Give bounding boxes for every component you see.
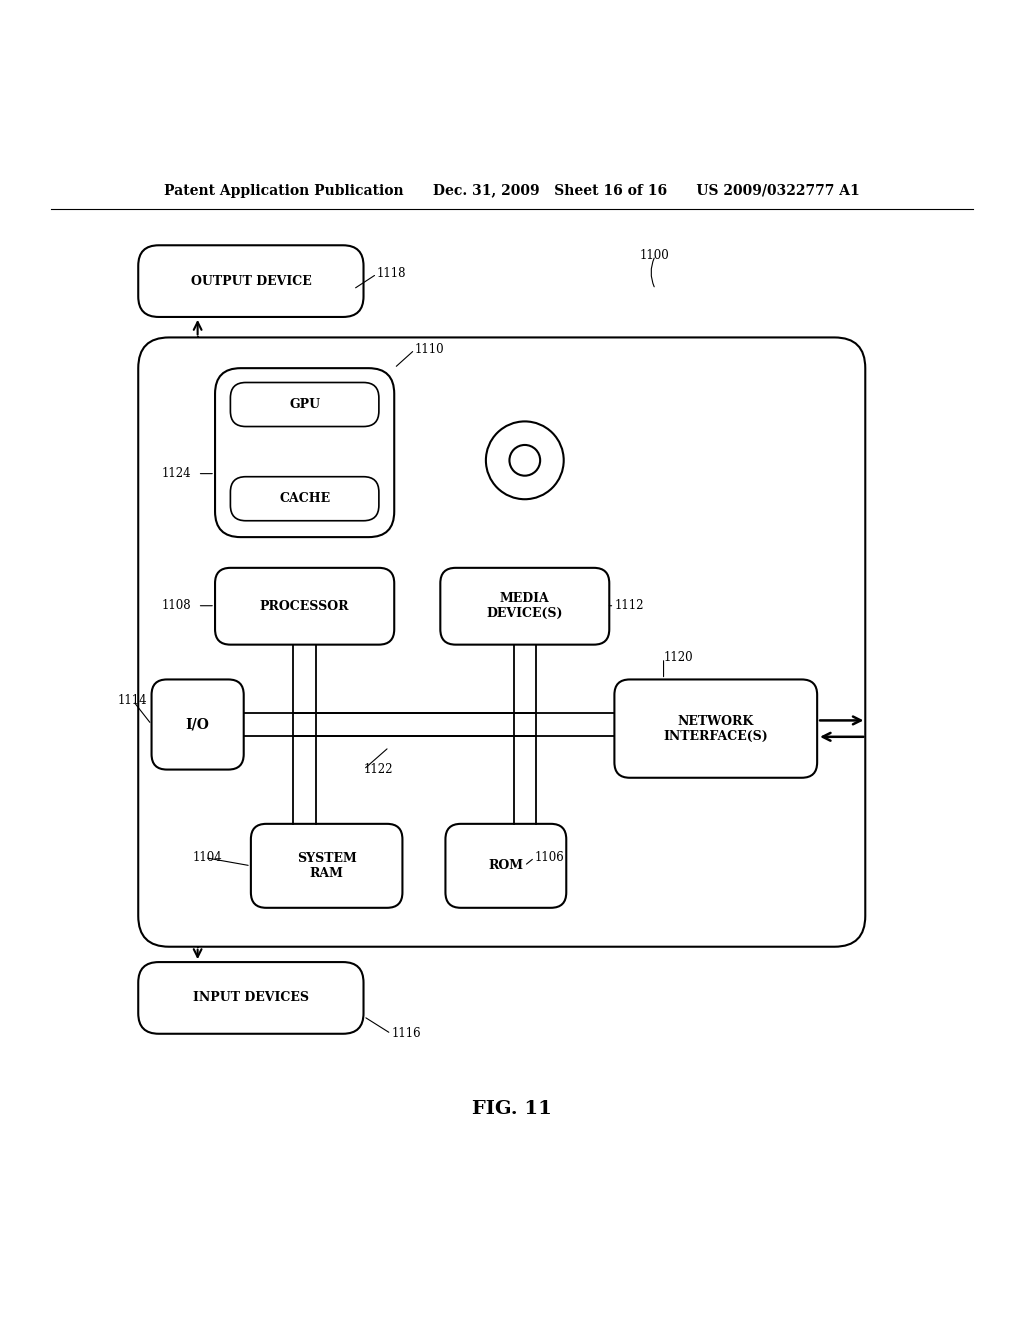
FancyBboxPatch shape	[215, 568, 394, 644]
Text: 1106: 1106	[535, 851, 564, 865]
Text: OUTPUT DEVICE: OUTPUT DEVICE	[190, 275, 311, 288]
Text: MEDIA
DEVICE(S): MEDIA DEVICE(S)	[486, 593, 563, 620]
Text: GPU: GPU	[289, 399, 321, 411]
Text: 1122: 1122	[364, 763, 393, 776]
Text: 1114: 1114	[118, 694, 147, 708]
Polygon shape	[588, 684, 614, 766]
Bar	[293, 644, 315, 824]
Text: 1100: 1100	[640, 249, 670, 261]
Text: FIG. 11: FIG. 11	[472, 1100, 552, 1118]
FancyBboxPatch shape	[215, 368, 394, 537]
Polygon shape	[462, 725, 550, 824]
Bar	[513, 644, 537, 824]
Text: NETWORK
INTERFACE(S): NETWORK INTERFACE(S)	[664, 714, 768, 743]
Text: I/O: I/O	[185, 718, 210, 731]
Text: 1116: 1116	[391, 1027, 421, 1040]
FancyBboxPatch shape	[230, 383, 379, 426]
Text: 1112: 1112	[614, 599, 644, 612]
Text: 1104: 1104	[193, 851, 222, 865]
FancyBboxPatch shape	[138, 338, 865, 946]
FancyBboxPatch shape	[152, 680, 244, 770]
Polygon shape	[283, 725, 371, 824]
FancyBboxPatch shape	[138, 962, 364, 1034]
Text: INPUT DEVICES: INPUT DEVICES	[193, 991, 309, 1005]
Text: CACHE: CACHE	[280, 492, 330, 506]
Text: SYSTEM
RAM: SYSTEM RAM	[297, 851, 356, 880]
Text: ROM: ROM	[488, 859, 523, 873]
Text: 1120: 1120	[664, 652, 693, 664]
Polygon shape	[480, 644, 569, 725]
Text: 1118: 1118	[377, 268, 407, 280]
FancyBboxPatch shape	[440, 568, 609, 644]
FancyBboxPatch shape	[230, 477, 379, 520]
Text: 1124: 1124	[162, 467, 191, 480]
Bar	[244, 713, 614, 735]
FancyBboxPatch shape	[445, 824, 566, 908]
Bar	[293, 713, 537, 735]
Text: PROCESSOR: PROCESSOR	[260, 599, 349, 612]
Text: 1110: 1110	[415, 343, 444, 356]
FancyBboxPatch shape	[138, 246, 364, 317]
FancyBboxPatch shape	[251, 824, 402, 908]
FancyBboxPatch shape	[614, 680, 817, 777]
Polygon shape	[260, 644, 348, 725]
Polygon shape	[244, 684, 282, 766]
Text: Patent Application Publication      Dec. 31, 2009   Sheet 16 of 16      US 2009/: Patent Application Publication Dec. 31, …	[164, 183, 860, 198]
Text: 1108: 1108	[162, 599, 191, 612]
